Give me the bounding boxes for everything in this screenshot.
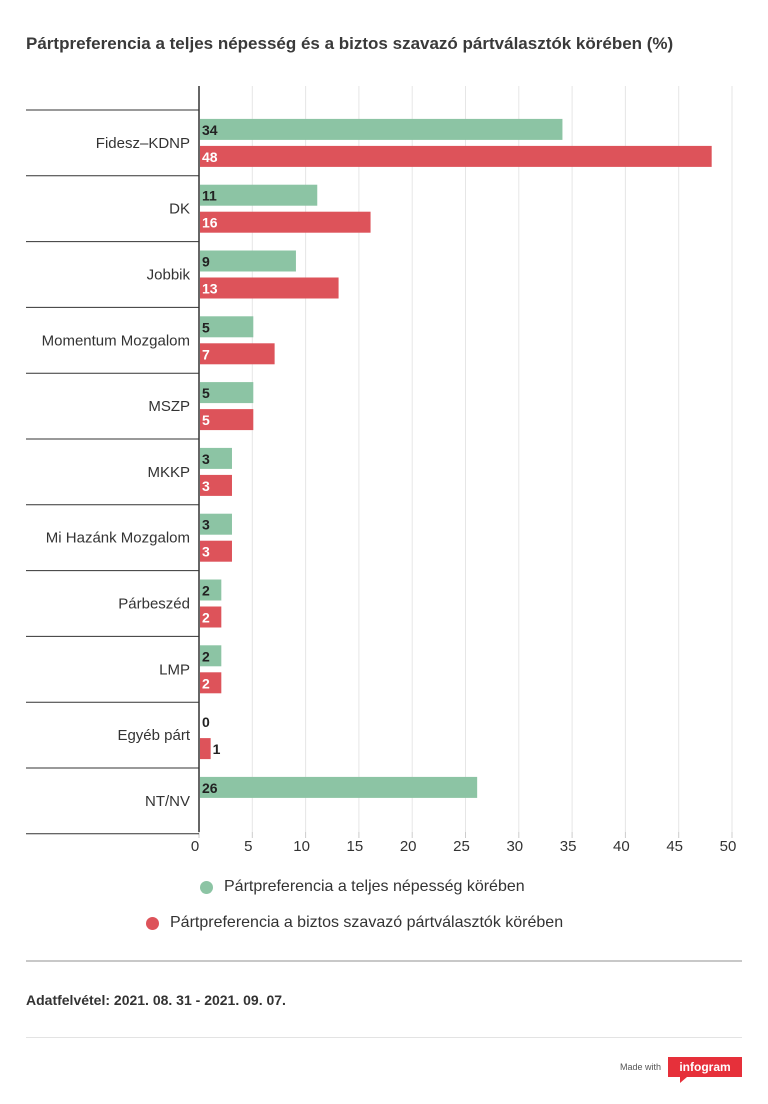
x-tick-label: 0 bbox=[191, 838, 199, 855]
bar-population bbox=[200, 382, 254, 404]
bar-population bbox=[200, 513, 232, 535]
bar-population bbox=[200, 184, 318, 206]
category-label: MKKP bbox=[147, 464, 190, 481]
data-label: 9 bbox=[202, 254, 210, 270]
data-label: 3 bbox=[202, 544, 210, 560]
category-label: MSZP bbox=[148, 398, 190, 415]
bar-voters bbox=[200, 343, 275, 365]
category-labels: Fidesz–KDNP DK Jobbik Momentum Mozgalom MSZP… bbox=[42, 135, 191, 810]
data-label: 11 bbox=[202, 188, 217, 204]
x-tick-label: 5 bbox=[244, 838, 252, 855]
infogram-logo[interactable]: infogram bbox=[668, 1057, 742, 1077]
bars: 34 48 11 16 9 13 5 7 5 5 3 3 3 3 2 2 2 2 01 26 bbox=[200, 118, 712, 798]
data-label: 5 bbox=[202, 319, 210, 335]
bar-population bbox=[200, 250, 296, 272]
x-tick-label: 50 bbox=[720, 838, 737, 855]
bar-population bbox=[200, 447, 232, 469]
category-label: Egyéb párt bbox=[117, 727, 190, 744]
bar-population bbox=[200, 645, 222, 667]
bar-voters bbox=[200, 211, 371, 233]
category-label: Párbeszéd bbox=[118, 596, 190, 613]
bar-voters bbox=[200, 540, 232, 562]
bar-voters bbox=[200, 277, 339, 299]
category-label: Momentum Mozgalom bbox=[42, 332, 190, 349]
divider bbox=[26, 1037, 742, 1038]
data-label: 5 bbox=[202, 385, 210, 401]
category-label: LMP bbox=[159, 661, 190, 678]
data-label: 26 bbox=[202, 780, 218, 796]
data-label: 1 bbox=[213, 741, 221, 757]
data-label: 16 bbox=[202, 215, 218, 231]
divider bbox=[26, 960, 742, 962]
legend-item-voters[interactable]: Pártpreferencia a biztos szavazó pártvál… bbox=[146, 914, 563, 932]
category-label: Fidesz–KDNP bbox=[96, 135, 190, 152]
bar-population bbox=[200, 316, 254, 338]
made-with-text: Made with bbox=[620, 1062, 662, 1072]
bar-voters bbox=[200, 145, 712, 167]
infogram-logo-tail bbox=[680, 1077, 687, 1083]
x-tick-label: 10 bbox=[293, 838, 310, 855]
category-label: Jobbik bbox=[147, 267, 191, 284]
chart-title: Pártpreferencia a teljes népesség és a b… bbox=[26, 34, 674, 53]
category-label: Mi Hazánk Mozgalom bbox=[46, 530, 190, 547]
data-label: 5 bbox=[202, 412, 210, 428]
x-tick-label: 35 bbox=[560, 838, 577, 855]
data-label: 48 bbox=[202, 149, 218, 165]
data-collection-note: Adatfelvétel: 2021. 08. 31 - 2021. 09. 0… bbox=[26, 992, 286, 1008]
x-axis-ticks: 0 5 10 15 20 25 30 35 40 45 50 bbox=[191, 838, 737, 855]
category-separators bbox=[26, 109, 199, 835]
legend-item-population[interactable]: Pártpreferencia a teljes népesség körébe… bbox=[200, 878, 525, 896]
legend-dot-green bbox=[200, 880, 213, 894]
legend-label-population: Pártpreferencia a teljes népesség körébe… bbox=[224, 878, 525, 895]
x-tick-label: 40 bbox=[613, 838, 630, 855]
data-label: 3 bbox=[202, 451, 210, 467]
data-label: 2 bbox=[202, 675, 210, 691]
data-label: 7 bbox=[202, 346, 210, 362]
data-label: 3 bbox=[202, 478, 210, 494]
x-tick-label: 20 bbox=[400, 838, 417, 855]
category-label: NT/NV bbox=[145, 793, 190, 810]
grid-lines bbox=[198, 86, 733, 838]
x-tick-label: 45 bbox=[666, 838, 683, 855]
bar-voters bbox=[200, 738, 211, 760]
bar-population bbox=[200, 776, 478, 798]
category-label: DK bbox=[169, 201, 190, 218]
bar-voters bbox=[200, 672, 222, 694]
data-label: 13 bbox=[202, 281, 218, 297]
bar-voters bbox=[200, 474, 232, 496]
bar-voters bbox=[200, 606, 222, 628]
bar-population bbox=[200, 118, 563, 140]
legend-dot-red bbox=[146, 916, 159, 930]
bar-voters bbox=[200, 409, 254, 431]
legend-label-voters: Pártpreferencia a biztos szavazó pártvál… bbox=[170, 914, 564, 931]
bar-population bbox=[200, 579, 222, 601]
data-label: 34 bbox=[202, 122, 218, 138]
x-tick-label: 30 bbox=[506, 838, 523, 855]
data-label: 2 bbox=[202, 648, 210, 664]
data-label: 0 bbox=[202, 714, 210, 730]
data-label: 3 bbox=[202, 517, 210, 533]
data-label: 2 bbox=[202, 583, 210, 599]
x-tick-label: 25 bbox=[453, 838, 470, 855]
data-label: 2 bbox=[202, 610, 210, 626]
x-tick-label: 15 bbox=[347, 838, 364, 855]
